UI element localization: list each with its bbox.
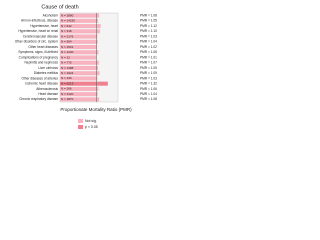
legend-label: Not sig. [85, 119, 97, 123]
n-label: N = 266 [61, 87, 72, 91]
legend-swatch [78, 125, 83, 129]
category-label: Alcoholism [43, 13, 59, 17]
category-label: Ischemic heart disease [25, 82, 58, 86]
value-label: PMR = 1.04 [140, 40, 157, 44]
value-label: PMR = 1.03 [140, 76, 157, 80]
bar [60, 97, 100, 102]
bar [60, 86, 99, 91]
bar [60, 34, 98, 39]
value-label: PMR = 1.05 [140, 66, 157, 70]
n-label: N = 1240 [61, 50, 74, 54]
n-label: N = 612 [61, 24, 72, 28]
category-label: Other heart diseases [28, 45, 58, 49]
value-label: PMR = 1.10 [140, 29, 157, 33]
bar [60, 50, 99, 55]
category-label: Cerebrovascular disease [23, 34, 58, 38]
value-label: PMR = 1.32 [140, 82, 157, 86]
bar [60, 45, 97, 50]
value-label: PMR = 1.08 [140, 13, 157, 17]
n-label: N = 12 [61, 55, 70, 59]
category-label: Other disorders of circ. system [15, 40, 59, 44]
chart-title: Cause of death [41, 4, 78, 10]
n-label: N = 5213 [61, 81, 74, 85]
bar [60, 18, 99, 23]
bar [60, 65, 99, 70]
page: {"chart_data": {"type": "bar", "orientat… [0, 0, 162, 135]
category-label: All non-infectious, disease [21, 19, 58, 23]
bar [60, 13, 100, 18]
value-label: PMR = 1.08 [140, 97, 157, 101]
category-label: Complications of pregnancy [19, 55, 59, 59]
n-label: N = 904 [61, 40, 72, 44]
x-axis-label: Proportionate Mortality Ratio (PMR) [60, 107, 132, 112]
bar [60, 71, 100, 76]
n-label: N = 430 [61, 76, 72, 80]
category-label: Hypertensive, heart [30, 24, 58, 28]
value-label: PMR = 1.07 [140, 61, 157, 65]
bar [60, 39, 98, 44]
legend-swatch [78, 119, 83, 123]
category-label: Atherosclerosis [36, 87, 58, 91]
category-label: Nephritis and nephrosis [25, 61, 59, 65]
value-label: PMR = 1.05 [140, 19, 157, 23]
n-label: N = 3120 [61, 92, 74, 96]
bar [60, 29, 100, 34]
n-label: N = 14230 [61, 19, 75, 23]
bar [60, 81, 108, 86]
category-label: Heart disease [38, 92, 58, 96]
value-label: PMR = 1.02 [140, 45, 157, 49]
bar [60, 24, 101, 29]
n-label: N = 2176 [61, 34, 74, 38]
category-label: Diabetes mellitus [34, 71, 59, 75]
value-label: PMR = 1.12 [140, 24, 157, 28]
bar [60, 92, 98, 97]
value-label: PMR = 1.06 [140, 87, 157, 91]
value-label: PMR = 1.03 [140, 34, 157, 38]
category-label: Other diseases of arteries [22, 76, 59, 80]
category-label: Liver cirrhosis [38, 66, 58, 70]
n-label: N = 1024 [61, 71, 74, 75]
value-label: PMR = 1.01 [140, 55, 157, 59]
chart: Cause of death Proportionate Mortality R… [15, 4, 157, 129]
value-label: PMR = 1.06 [140, 50, 157, 54]
n-label: N = 2890 [61, 13, 74, 17]
value-label: PMR = 1.04 [140, 92, 157, 96]
n-label: N = 318 [61, 29, 72, 33]
category-label: Symptoms, signs, ill-defined [18, 50, 58, 54]
n-label: N = 1870 [61, 97, 74, 101]
category-label: Hypertensive, heart w/ renal [18, 29, 58, 33]
bar [60, 55, 97, 60]
legend-label: p < 0.05 [85, 125, 98, 129]
value-label: PMR = 1.09 [140, 71, 157, 75]
bar [60, 76, 98, 81]
n-label: N = 1531 [61, 45, 74, 49]
n-label: N = 775 [61, 61, 72, 65]
n-label: N = 1388 [61, 66, 74, 70]
bar [60, 60, 99, 65]
category-label: Chronic respiratory disease [19, 97, 58, 101]
